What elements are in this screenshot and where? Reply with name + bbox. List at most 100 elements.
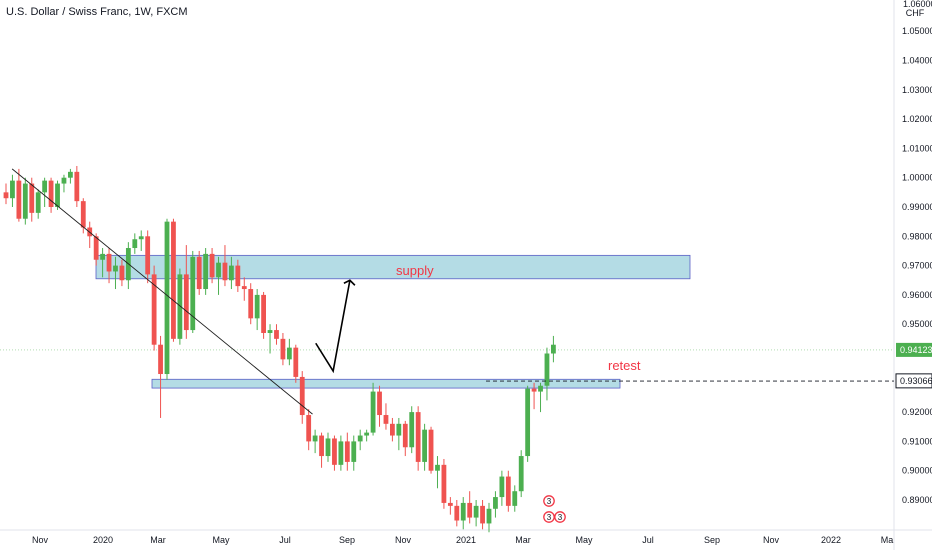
candle bbox=[196, 256, 202, 290]
event-badge-count: 3 bbox=[547, 497, 552, 506]
event-badge-count: 3 bbox=[547, 513, 552, 522]
time-tick-label: Jul bbox=[279, 535, 291, 545]
candle bbox=[42, 180, 48, 193]
candle bbox=[216, 262, 221, 278]
time-tick-label: Jul bbox=[642, 535, 654, 545]
candle bbox=[312, 435, 318, 442]
support-zone bbox=[151, 378, 621, 389]
candle bbox=[435, 464, 440, 471]
price-tick-label: 0.90000 bbox=[902, 466, 932, 476]
candle bbox=[22, 183, 28, 219]
price-axis: 0.890000.900000.910000.920000.930000.940… bbox=[902, 26, 932, 505]
time-tick-label: 2020 bbox=[93, 535, 113, 545]
scale-top-label: 1.06000 bbox=[903, 0, 932, 9]
time-tick-label: 2021 bbox=[456, 535, 476, 545]
candle bbox=[138, 236, 144, 240]
candle bbox=[145, 236, 151, 275]
time-tick-label: May bbox=[575, 535, 593, 545]
candle bbox=[274, 330, 279, 339]
candle bbox=[48, 180, 54, 207]
currency-label: CHF bbox=[905, 8, 925, 18]
price-tick-label: 0.91000 bbox=[902, 436, 932, 446]
candle bbox=[177, 274, 183, 339]
time-tick-label: Mar bbox=[515, 535, 531, 545]
price-tick-label: 1.00000 bbox=[902, 173, 932, 183]
candle bbox=[447, 502, 453, 506]
projection-path bbox=[315, 280, 351, 374]
candle bbox=[151, 274, 157, 345]
candle bbox=[61, 177, 67, 184]
chart-title[interactable]: U.S. Dollar / Swiss Franc, 1W, FXCM bbox=[6, 6, 188, 18]
candle bbox=[286, 347, 292, 360]
supply-label: supply bbox=[396, 263, 434, 278]
candle bbox=[525, 388, 531, 457]
time-tick-label: Mar bbox=[150, 535, 166, 545]
last-price-badge bbox=[896, 342, 932, 357]
candle bbox=[248, 289, 254, 319]
candle bbox=[390, 423, 395, 436]
candle bbox=[261, 294, 266, 333]
price-tick-label: 0.89000 bbox=[902, 495, 932, 505]
candle bbox=[486, 508, 492, 524]
candle bbox=[473, 505, 479, 518]
candle bbox=[293, 347, 299, 377]
candle bbox=[377, 391, 382, 416]
event-badge-icon bbox=[554, 511, 566, 523]
price-tick-label: 1.05000 bbox=[902, 26, 932, 36]
candle bbox=[190, 256, 196, 331]
price-tick-label: 0.98000 bbox=[902, 231, 932, 241]
last-price-label: 0.94123 bbox=[900, 345, 932, 355]
candle bbox=[351, 441, 357, 462]
candle bbox=[164, 221, 170, 375]
candle bbox=[119, 265, 125, 281]
candle bbox=[35, 192, 41, 213]
candle bbox=[29, 183, 35, 213]
candle bbox=[467, 502, 473, 518]
candle bbox=[428, 429, 434, 471]
price-tick-label: 0.99000 bbox=[902, 202, 932, 212]
candle bbox=[171, 221, 176, 339]
candle bbox=[93, 236, 99, 260]
candle bbox=[518, 456, 524, 492]
candle bbox=[229, 265, 234, 281]
candles-group bbox=[3, 165, 556, 533]
time-tick-label: Nov bbox=[395, 535, 412, 545]
retest-label: retest bbox=[608, 358, 641, 373]
candle bbox=[267, 330, 273, 333]
candle bbox=[332, 438, 337, 465]
level-price-label: 0.93066 bbox=[900, 376, 932, 386]
candle bbox=[325, 438, 331, 457]
time-axis: Nov 2020 Mar May Jul Sep Nov 2021 Mar May Jul Sep No… bbox=[32, 535, 893, 545]
candle bbox=[106, 253, 112, 272]
time-tick-label: Sep bbox=[704, 535, 720, 545]
candle bbox=[415, 412, 421, 462]
candle bbox=[80, 201, 86, 228]
arrow-head bbox=[343, 279, 356, 286]
candle bbox=[203, 253, 209, 290]
price-tick-label: 0.92000 bbox=[902, 407, 932, 417]
candle bbox=[396, 423, 402, 436]
time-tick-label: May bbox=[212, 535, 230, 545]
time-tick-label: Ma bbox=[881, 535, 894, 545]
level-price-badge bbox=[895, 373, 932, 389]
candle bbox=[538, 385, 543, 392]
candle bbox=[512, 491, 518, 506]
candle bbox=[370, 391, 376, 433]
candle bbox=[383, 415, 389, 424]
candle bbox=[357, 435, 363, 442]
candle bbox=[306, 415, 312, 442]
candle bbox=[344, 441, 350, 462]
price-scale-unit: 1.06000 CHF bbox=[903, 0, 932, 18]
price-tick-label: 0.97000 bbox=[902, 261, 932, 271]
price-tick-label: 0.95000 bbox=[902, 319, 932, 329]
candle bbox=[364, 432, 370, 436]
candle bbox=[68, 171, 73, 178]
time-tick-label: 2022 bbox=[821, 535, 841, 545]
supply-zone bbox=[95, 254, 691, 280]
candle bbox=[531, 388, 537, 392]
price-tick-label: 1.01000 bbox=[902, 143, 932, 153]
candle bbox=[100, 253, 105, 260]
candle bbox=[505, 476, 511, 506]
